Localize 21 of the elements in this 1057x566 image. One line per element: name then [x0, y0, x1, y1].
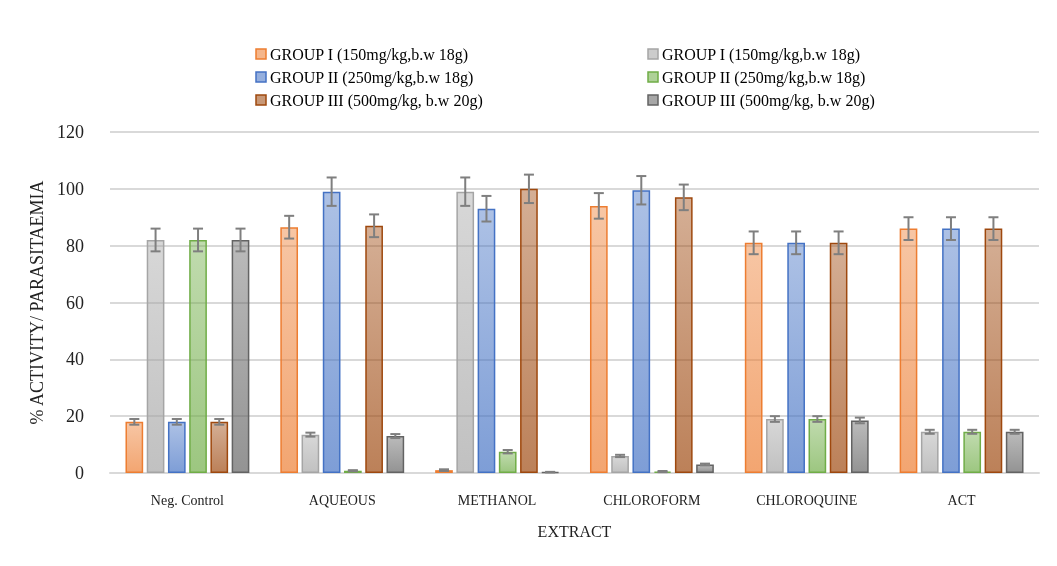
x-tick-label: Neg. Control — [150, 492, 225, 508]
legend-label: GROUP I (150mg/kg,b.w 18g) — [270, 45, 469, 64]
y-tick-label: 20 — [66, 406, 84, 427]
x-tick-label: AQUEOUS — [308, 492, 376, 508]
legend-label: GROUP II (250mg/kg,b.w 18g) — [270, 68, 474, 87]
y-tick-label: 0 — [75, 463, 84, 483]
y-tick-label: 40 — [66, 349, 84, 370]
x-axis-title: EXTRACT — [537, 522, 612, 540]
x-tick-label: CHLOROFORM — [603, 492, 702, 508]
legend-label: GROUP III (500mg/kg, b.w 20g) — [270, 91, 483, 110]
x-tick-label: METHANOL — [457, 492, 537, 508]
y-tick-label: 120 — [57, 122, 84, 142]
x-tick-label: ACT — [947, 492, 977, 508]
y-axis-title: % ACTIVITY/ PARASITAEMIA — [27, 180, 48, 425]
x-tick-label: CHLOROQUINE — [756, 492, 858, 508]
legend-label: GROUP II (250mg/kg,b.w 18g) — [662, 68, 866, 87]
y-tick-label: 100 — [57, 178, 84, 199]
legend-label: GROUP III (500mg/kg, b.w 20g) — [662, 91, 875, 110]
y-tick-label: 80 — [66, 235, 84, 256]
y-tick-label: 60 — [66, 292, 84, 313]
legend-label: GROUP I (150mg/kg,b.w 18g) — [662, 45, 861, 64]
